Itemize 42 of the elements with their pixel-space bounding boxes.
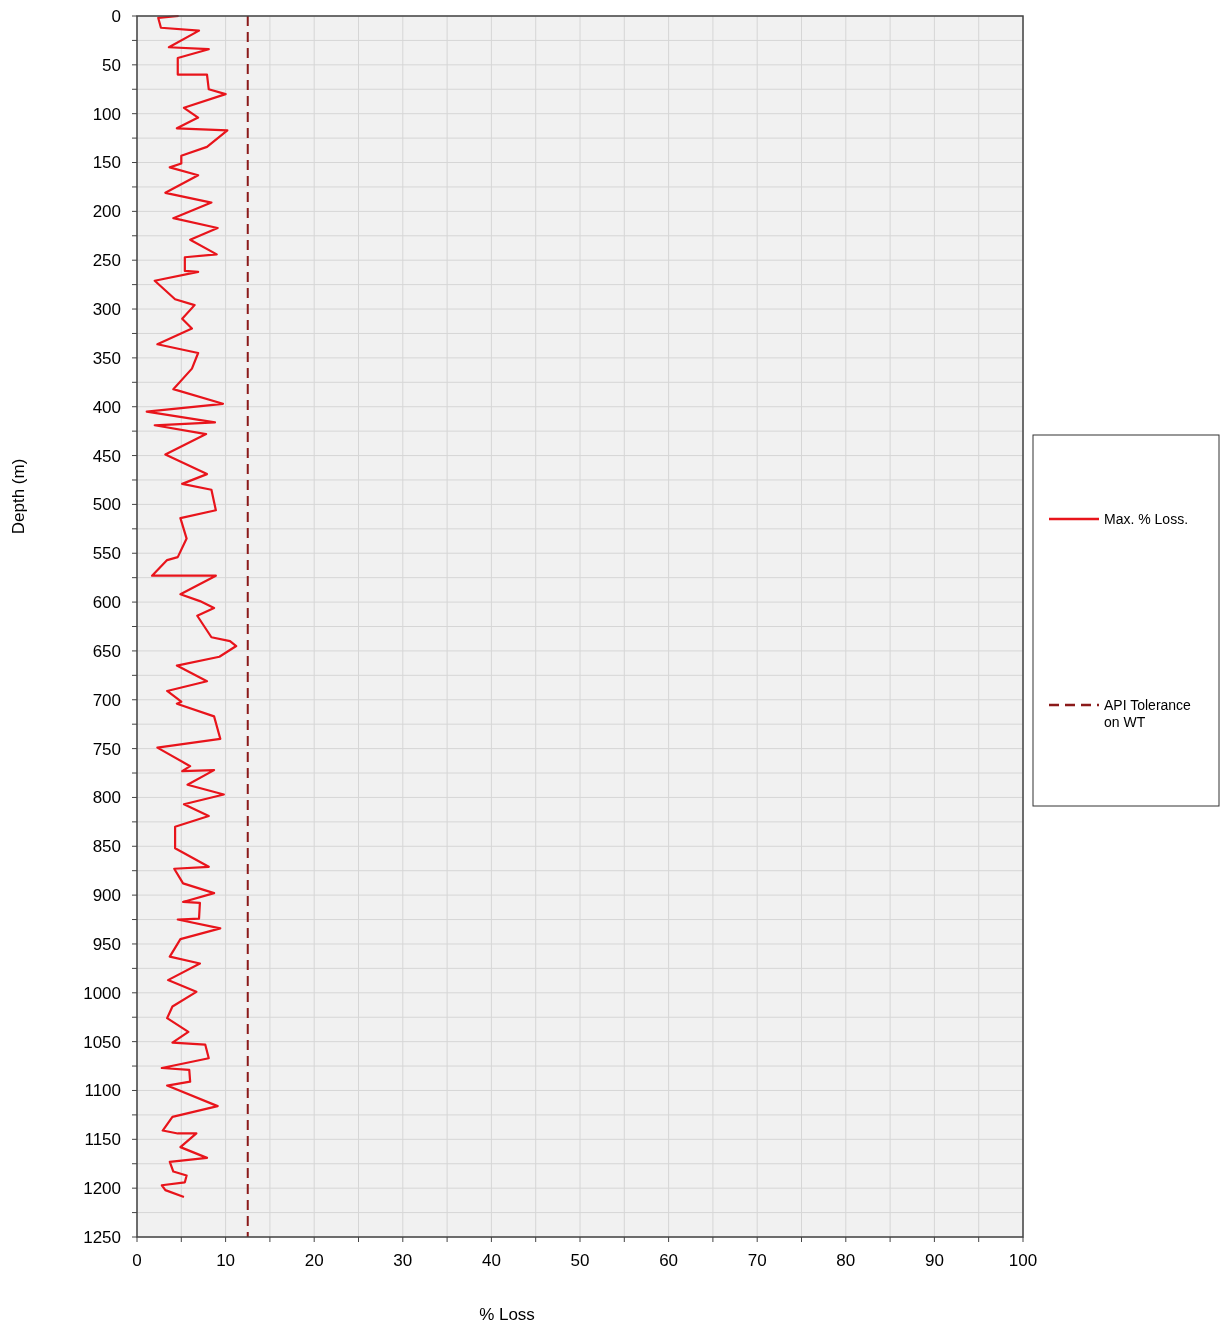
- y-tick-label: 450: [92, 446, 121, 466]
- y-tick-label: 0: [111, 6, 121, 26]
- y-tick-label: 1000: [83, 983, 121, 1003]
- y-tick-label: 500: [92, 495, 121, 515]
- y-tick-label: 100: [92, 104, 121, 124]
- x-axis-title: % Loss: [479, 1305, 535, 1324]
- x-tick-label: 100: [1008, 1251, 1038, 1270]
- x-tick-label: 40: [481, 1251, 501, 1270]
- y-tick-label: 850: [92, 837, 121, 857]
- y-tick-label: 750: [92, 739, 121, 759]
- y-tick-label: 50: [102, 55, 121, 75]
- y-tick-label: 150: [92, 153, 121, 173]
- x-tick-label: 90: [924, 1251, 944, 1270]
- x-tick-label: 50: [570, 1251, 590, 1270]
- legend-label: API Tolerance on WT: [1104, 696, 1192, 730]
- x-tick-label: 10: [216, 1251, 236, 1270]
- x-tick-label: 20: [304, 1251, 324, 1270]
- line-series: [145, 14, 238, 1199]
- legend-label: Max. % Loss.: [1104, 510, 1189, 527]
- y-tick-label: 950: [92, 934, 121, 954]
- y-tick-label: 1250: [83, 1227, 121, 1247]
- y-tick-label: 1200: [83, 1179, 121, 1199]
- x-tick-label: 80: [836, 1251, 856, 1270]
- y-tick-label: 300: [92, 299, 121, 319]
- y-tick-label: 700: [92, 690, 121, 710]
- x-tick-label: 70: [747, 1251, 767, 1270]
- y-tick-label: 350: [92, 348, 121, 368]
- y-axis-title: Depth (m): [9, 458, 28, 535]
- y-tick-label: 200: [92, 202, 121, 222]
- y-tick-label: 1100: [84, 1081, 121, 1101]
- y-tick-label: 600: [92, 593, 121, 613]
- y-tick-label: 900: [92, 886, 121, 906]
- y-tick-label: 650: [92, 641, 121, 661]
- x-tick-label: 60: [659, 1251, 679, 1270]
- y-tick-label: 400: [92, 397, 121, 417]
- y-tick-label: 800: [92, 788, 121, 808]
- x-tick-label: 30: [393, 1251, 413, 1270]
- y-tick-label: 550: [92, 544, 121, 564]
- y-tick-label: 250: [92, 251, 121, 271]
- y-tick-label: 1150: [84, 1130, 121, 1150]
- y-tick-label: 1050: [83, 1032, 121, 1052]
- x-tick-label: 0: [132, 1251, 142, 1270]
